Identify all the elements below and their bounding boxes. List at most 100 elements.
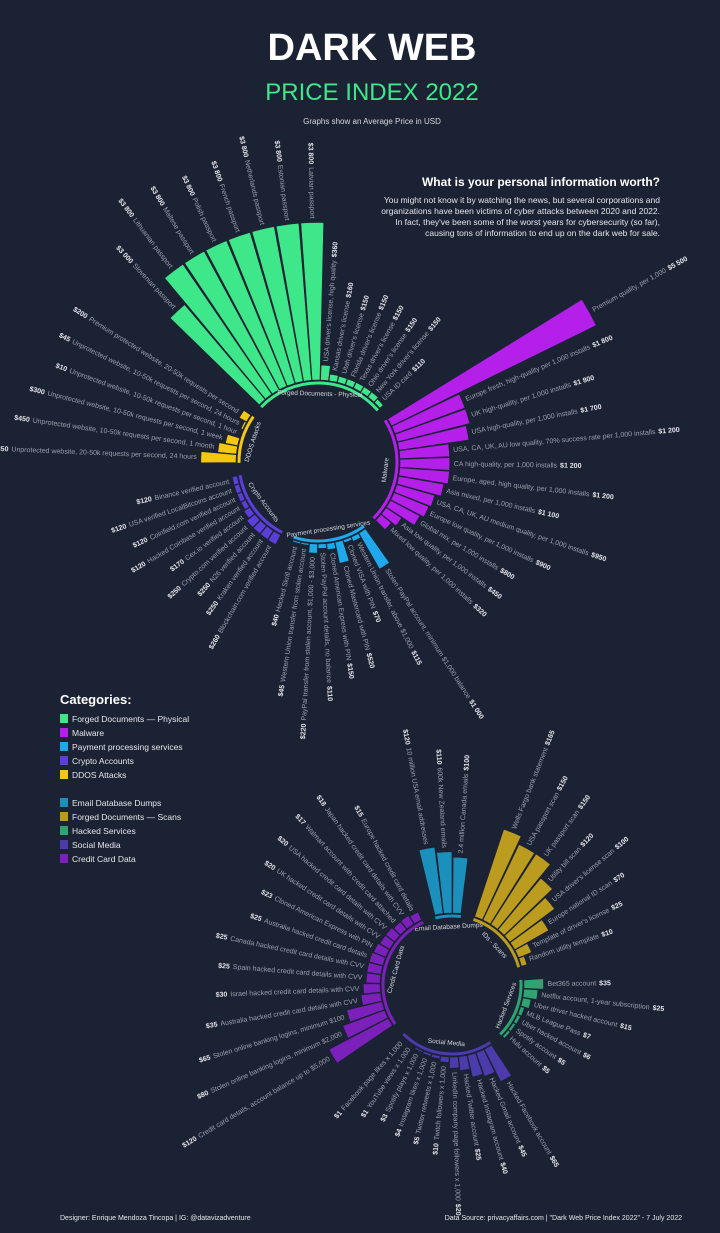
- value-label: $23: [260, 889, 274, 900]
- legend-swatch: [60, 770, 68, 779]
- value-label: $360: [331, 242, 339, 258]
- value-label: $950: [590, 552, 607, 564]
- group-ring: [372, 419, 399, 520]
- category-label: Australia hacked credit card details wit…: [220, 998, 359, 1028]
- value-label: $150: [360, 295, 371, 312]
- category-label: Spain hacked credit card details with CV…: [233, 964, 363, 982]
- value-label: $450: [14, 415, 31, 424]
- bar: [317, 543, 327, 549]
- value-label: $25: [652, 1005, 665, 1013]
- bar: [252, 520, 267, 535]
- group-ring: [499, 979, 523, 1036]
- value-label: $40: [499, 1162, 509, 1175]
- value-label: $70: [371, 610, 382, 624]
- bar: [400, 1035, 409, 1043]
- bar: [337, 375, 348, 385]
- value-label: $300: [29, 386, 46, 397]
- value-label: $120: [580, 832, 596, 848]
- bar-label: $110 600k New Zealand emails: [435, 749, 448, 848]
- bar: [328, 373, 339, 383]
- category-label: Maltese passport: [161, 206, 195, 255]
- value-label: $25: [218, 963, 230, 971]
- value-label: $120: [111, 523, 128, 535]
- bar: [362, 983, 381, 995]
- bar-label: $35 Australia hacked credit card details …: [205, 998, 358, 1030]
- bar: [373, 942, 390, 958]
- value-label: $520: [365, 652, 376, 669]
- value-label: $320: [472, 603, 488, 619]
- value-label: $18: [315, 794, 328, 808]
- value-label: $150: [378, 294, 390, 311]
- bar-label: Stolen PayPal account details, no balanc…: [319, 552, 333, 701]
- bar: [482, 844, 536, 925]
- category-label: Twitch followers x 1,000: [434, 1066, 448, 1141]
- bar: [239, 429, 243, 438]
- value-label: $70: [612, 872, 626, 884]
- category-label: Random utility template: [528, 933, 600, 963]
- bar: [240, 421, 247, 430]
- value-label: $3 800: [117, 198, 136, 219]
- bar: [217, 442, 238, 455]
- value-label: $20: [276, 835, 290, 848]
- value-label: $1 000: [467, 699, 484, 721]
- bar-label: Asia mixed, per 1,000 installs$1 100: [446, 488, 560, 520]
- legend-swatch: [60, 854, 68, 863]
- bar: [400, 915, 415, 930]
- value-label: $100: [463, 755, 471, 771]
- value-label: $5 500: [667, 256, 689, 273]
- value-label: $10: [55, 363, 68, 374]
- category-label: 2.4 million Canada emails: [458, 773, 470, 854]
- bar: [169, 304, 266, 406]
- bar: [350, 533, 362, 542]
- bar: [520, 997, 532, 1009]
- footer-right: Data Source: privacyaffairs.com | "Dark …: [445, 1215, 682, 1222]
- subtitle: PRICE INDEX 2022: [265, 79, 478, 106]
- legend-label: Forged Documents — Scans: [72, 812, 181, 822]
- value-label: $110: [325, 686, 333, 702]
- category-label: PayPal transfer from stolen account, $1,…: [301, 557, 317, 721]
- bar: [397, 425, 470, 451]
- bar: [398, 443, 450, 459]
- title: DARK WEB: [268, 27, 477, 69]
- bar: [407, 1041, 416, 1048]
- legend-label: Malware: [72, 728, 104, 738]
- value-label: $170: [169, 558, 186, 573]
- legend-label: Email Database Dumps: [72, 798, 161, 808]
- bar-label: $3 800French passport: [209, 160, 240, 233]
- bar-label: $3 800Netherlands passport: [237, 136, 265, 226]
- bar: [320, 364, 331, 382]
- group-label: Social Media: [427, 1038, 465, 1049]
- bar: [514, 943, 532, 959]
- bar: [184, 250, 280, 395]
- bar: [522, 988, 539, 1000]
- bar: [292, 539, 301, 545]
- category-label: Lithuanian passport: [131, 217, 173, 270]
- bar: [475, 1049, 496, 1077]
- value-label: $1 100: [537, 509, 560, 521]
- bar-label: 2.4 million Canada emails $100: [458, 755, 472, 854]
- bar: [390, 492, 430, 518]
- category-label: Netherlands passport: [243, 159, 265, 225]
- value-label: $40: [271, 614, 281, 627]
- legend-label: Crypto Accounts: [72, 756, 134, 766]
- bar: [300, 222, 325, 381]
- value-label: $3 800: [209, 160, 223, 183]
- value-label: $250: [197, 582, 213, 598]
- category-label: USA driver's license scan: [551, 848, 616, 904]
- legend-swatch: [60, 812, 68, 821]
- bar-label: Wells Fargo bank statement$165: [511, 729, 556, 830]
- bar: [205, 240, 288, 390]
- value-label: $45: [516, 1145, 527, 1159]
- category-label: 600k New Zealand emails: [436, 767, 448, 848]
- value-label: $160: [345, 282, 355, 299]
- value-label: $220: [300, 723, 308, 739]
- group-ring: [434, 914, 462, 920]
- bar: [393, 921, 407, 936]
- category-label: Israel hacked credit card details with C…: [230, 986, 360, 998]
- bar: [474, 828, 522, 921]
- bar: [360, 386, 372, 397]
- bar: [260, 525, 274, 540]
- value-label: $120: [401, 729, 411, 746]
- bar: [342, 1009, 389, 1039]
- intro-line: causing tons of information to end up on…: [425, 228, 660, 238]
